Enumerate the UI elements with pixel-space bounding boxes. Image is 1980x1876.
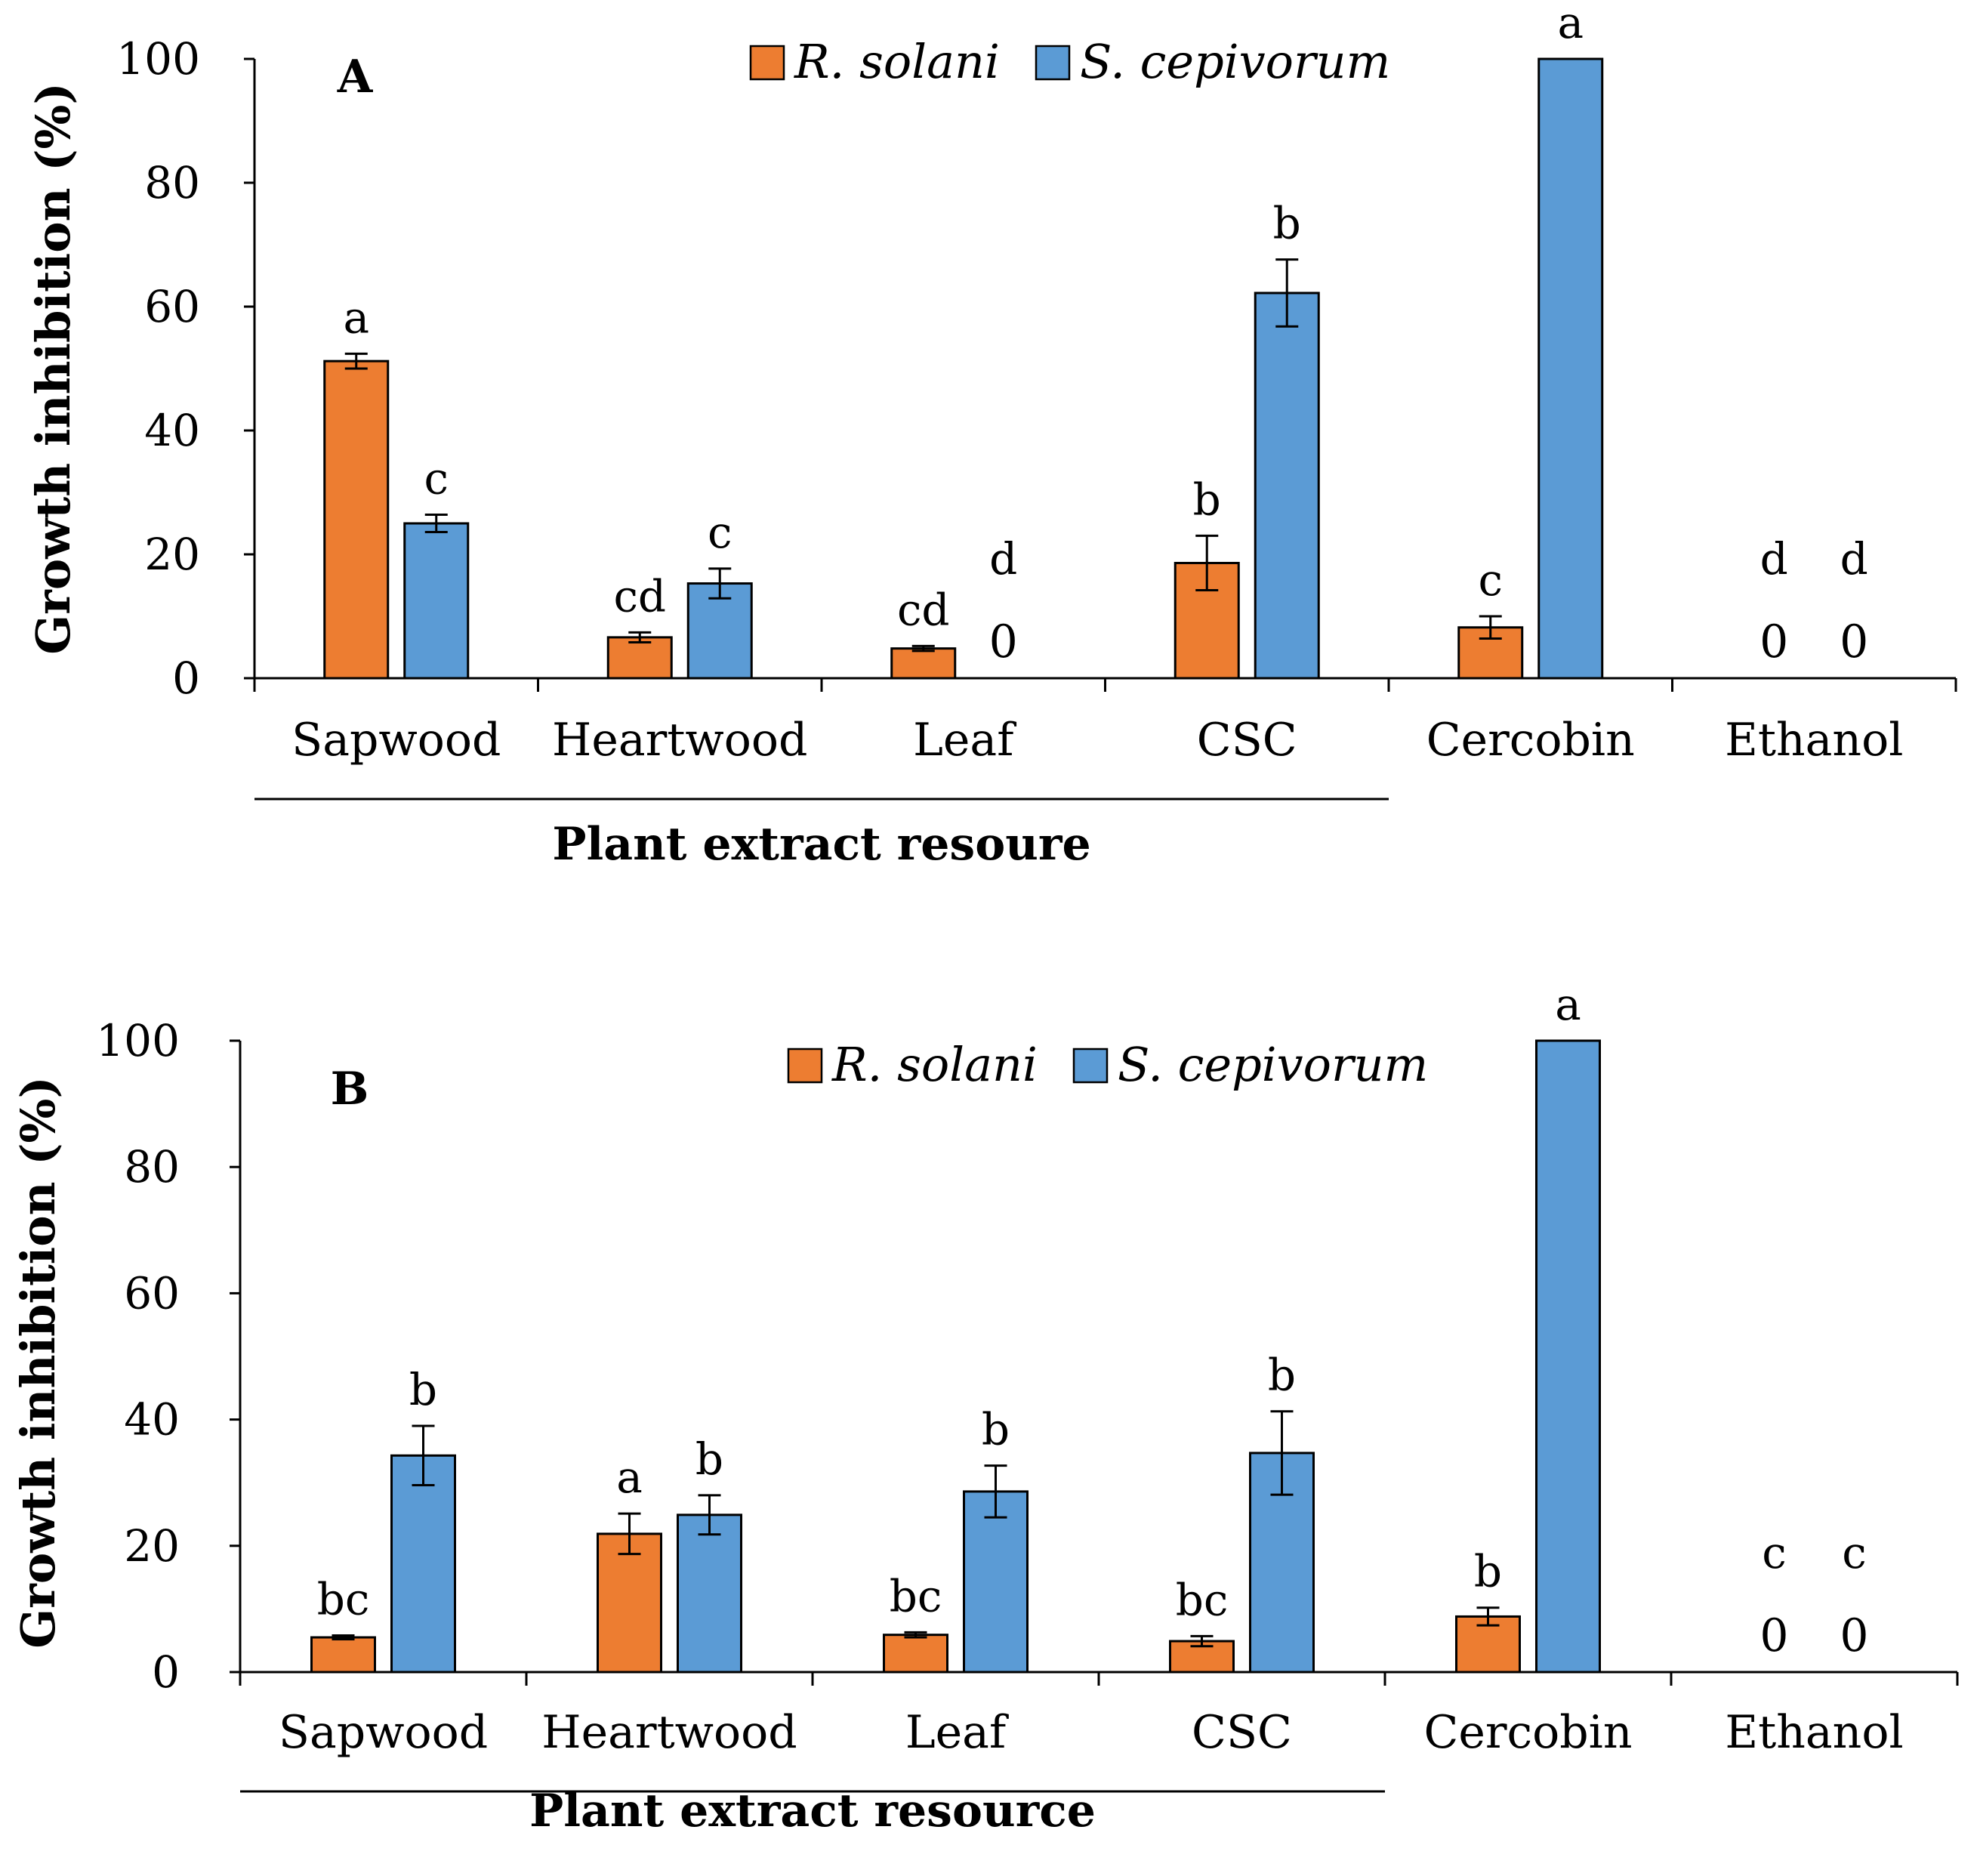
bar-s-cepivorum-cercobin xyxy=(1535,1039,1601,1674)
significance-letter-s-cepivorum-heartwood: b xyxy=(695,1433,723,1485)
bar-s-cepivorum-leaf xyxy=(963,1490,1029,1674)
bar-s-cepivorum-heartwood xyxy=(677,1513,742,1674)
significance-letter-s-cepivorum-sapwood: c xyxy=(424,453,449,504)
legend-swatch-r-solani xyxy=(787,1048,823,1084)
x-axis-title: Plant extract resoure xyxy=(552,818,1090,871)
chart-panel-a: 0 20 40 60 80 100 Sapwood Heartwood Leaf CSC Cerco… xyxy=(26,0,1957,871)
zero-label-r-solani-ethanol: 0 xyxy=(1759,616,1788,668)
significance-letter-s-cepivorum-heartwood: c xyxy=(708,507,732,558)
category-label-ethanol: Ethanol xyxy=(1725,714,1903,767)
category-label-heartwood: Heartwood xyxy=(541,1706,797,1759)
bar-s-cepivorum-sapwood xyxy=(403,522,470,680)
y-tick-label: 40 xyxy=(124,1394,180,1446)
bar-s-cepivorum-csc xyxy=(1249,1452,1315,1674)
legend-swatch-s-cepivorum xyxy=(1035,45,1071,81)
significance-letter-r-solani-heartwood: cd xyxy=(613,570,666,622)
bar-r-solani-leaf xyxy=(883,1634,948,1674)
y-tick-label: 20 xyxy=(124,1520,180,1572)
panel-label: B xyxy=(331,1063,369,1115)
significance-letter-r-solani-csc: b xyxy=(1193,474,1221,525)
legend-label-s-cepivorum: S. cepivorum xyxy=(1118,1037,1428,1092)
significance-letter-r-solani-leaf: bc xyxy=(890,1570,942,1621)
legend-label-s-cepivorum: S. cepivorum xyxy=(1080,34,1390,89)
category-label-csc: CSC xyxy=(1192,1706,1292,1759)
panel-label: A xyxy=(337,51,374,103)
significance-letter-s-cepivorum-cercobin: a xyxy=(1555,979,1581,1030)
y-tick-label: 40 xyxy=(144,405,200,456)
zero-label-s-cepivorum-ethanol: 0 xyxy=(1840,616,1868,668)
legend-swatch-s-cepivorum xyxy=(1072,1048,1109,1084)
bar-s-cepivorum-csc xyxy=(1254,292,1320,680)
zero-label-r-solani-ethanol: 0 xyxy=(1759,1609,1788,1662)
zero-label-s-cepivorum-ethanol: 0 xyxy=(1840,1609,1868,1662)
significance-letter-s-cepivorum-ethanol: c xyxy=(1842,1527,1866,1578)
category-label-heartwood: Heartwood xyxy=(552,714,807,767)
y-tick-label: 0 xyxy=(152,1646,180,1698)
significance-letter-r-solani-cercobin: c xyxy=(1479,554,1503,606)
legend-swatch-r-solani xyxy=(749,45,785,81)
significance-letter-r-solani-leaf: cd xyxy=(897,584,950,635)
bar-r-solani-leaf xyxy=(890,647,957,680)
bar-r-solani-sapwood xyxy=(310,1636,376,1674)
significance-letter-r-solani-cercobin: b xyxy=(1474,1546,1502,1597)
category-label-leaf: Leaf xyxy=(913,714,1016,767)
significance-letter-r-solani-ethanol: d xyxy=(1760,533,1788,585)
bar-s-cepivorum-cercobin xyxy=(1537,57,1604,680)
bar-r-solani-heartwood xyxy=(606,636,673,680)
significance-letter-r-solani-csc: bc xyxy=(1176,1574,1229,1625)
category-label-csc: CSC xyxy=(1197,714,1297,767)
significance-letter-r-solani-sapwood: bc xyxy=(317,1574,370,1625)
category-label-leaf: Leaf xyxy=(905,1706,1009,1759)
category-label-sapwood: Sapwood xyxy=(291,714,501,767)
significance-letter-r-solani-heartwood: a xyxy=(616,1452,643,1503)
y-axis-title: Growth inhibition (%) xyxy=(26,82,81,655)
significance-letter-s-cepivorum-ethanol: d xyxy=(1840,533,1868,585)
significance-letter-s-cepivorum-sapwood: b xyxy=(409,1364,437,1415)
category-label-cercobin: Cercobin xyxy=(1423,1706,1632,1759)
y-tick-label: 80 xyxy=(124,1141,180,1193)
significance-letter-s-cepivorum-leaf: b xyxy=(982,1404,1010,1455)
chart-panel-b: 0 20 40 60 80 100 Sapwood Heartwood Leaf CSC Cerco… xyxy=(11,979,1959,1837)
significance-letter-s-cepivorum-csc: b xyxy=(1268,1350,1296,1401)
y-tick-label: 60 xyxy=(144,281,200,332)
category-label-cercobin: Cercobin xyxy=(1426,714,1635,767)
significance-letter-r-solani-sapwood: a xyxy=(343,292,369,343)
bar-s-cepivorum-sapwood xyxy=(390,1454,456,1674)
bar-r-solani-heartwood xyxy=(597,1532,662,1674)
significance-letter-s-cepivorum-leaf: d xyxy=(989,533,1017,585)
y-tick-label: 100 xyxy=(116,33,200,85)
significance-letter-s-cepivorum-cercobin: a xyxy=(1557,0,1584,48)
legend-label-r-solani: R. solani xyxy=(831,1037,1038,1092)
y-tick-label: 100 xyxy=(96,1015,180,1066)
y-tick-label: 20 xyxy=(144,529,200,580)
y-tick-label: 80 xyxy=(144,157,200,208)
bar-r-solani-sapwood xyxy=(323,359,390,680)
x-axis-title: Plant extract resource xyxy=(529,1785,1096,1837)
y-tick-label: 0 xyxy=(172,653,200,704)
y-tick-label: 60 xyxy=(124,1267,180,1319)
category-label-ethanol: Ethanol xyxy=(1725,1706,1903,1759)
significance-letter-r-solani-ethanol: c xyxy=(1762,1527,1786,1578)
zero-label-s-cepivorum-leaf: 0 xyxy=(989,616,1018,668)
significance-letter-s-cepivorum-csc: b xyxy=(1273,198,1301,249)
legend-label-r-solani: R. solani xyxy=(794,34,1000,89)
category-label-sapwood: Sapwood xyxy=(279,1706,488,1759)
y-axis-title: Growth inhibition (%) xyxy=(11,1076,66,1649)
bar-r-solani-csc xyxy=(1169,1640,1235,1674)
